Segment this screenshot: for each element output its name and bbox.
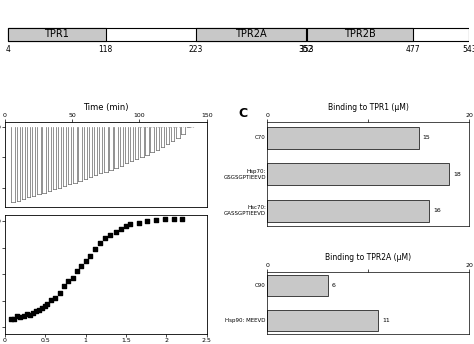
Point: [86, 253, 93, 258]
Point: [82, 258, 89, 263]
Text: TPR2A: TPR2A: [235, 30, 266, 40]
Point: [135, 220, 143, 226]
Point: [144, 218, 151, 224]
Text: 4: 4: [6, 45, 10, 54]
Text: C: C: [239, 107, 248, 120]
Point: [112, 229, 119, 235]
Point: [170, 216, 177, 222]
Point: [101, 236, 109, 241]
Point: [64, 278, 72, 283]
Bar: [8, 28, 469, 41]
Point: [117, 226, 125, 232]
Point: [179, 216, 186, 222]
Point: [96, 240, 104, 246]
Bar: [195, 28, 306, 41]
Text: TPR1: TPR1: [45, 30, 69, 40]
Point: [161, 216, 169, 222]
Point: [77, 264, 85, 269]
Point: [73, 268, 81, 273]
Point: [29, 310, 36, 316]
Text: 11: 11: [383, 318, 390, 323]
Text: 118: 118: [99, 45, 113, 54]
Point: [153, 217, 160, 223]
Text: 15: 15: [423, 135, 430, 140]
Text: TPR2B: TPR2B: [344, 30, 375, 40]
Point: [56, 290, 64, 295]
Point: [91, 247, 99, 252]
Point: [17, 315, 24, 320]
Point: [122, 224, 130, 229]
X-axis label: Binding to TPR2A (μM): Binding to TPR2A (μM): [325, 253, 411, 262]
Point: [23, 311, 30, 317]
Point: [32, 308, 40, 314]
Text: 16: 16: [433, 208, 441, 213]
Point: [52, 295, 59, 301]
X-axis label: Binding to TPR1 (μM): Binding to TPR1 (μM): [328, 103, 409, 112]
Point: [47, 298, 55, 303]
Point: [20, 313, 27, 319]
Text: 352: 352: [299, 45, 313, 54]
Text: 223: 223: [188, 45, 203, 54]
Point: [43, 302, 51, 307]
Point: [126, 222, 134, 227]
Text: 477: 477: [405, 45, 420, 54]
Text: 18: 18: [453, 172, 461, 177]
Point: [10, 316, 18, 322]
Text: 353: 353: [300, 45, 314, 54]
Point: [107, 232, 114, 238]
Bar: [267, 310, 378, 331]
Point: [8, 316, 15, 322]
Point: [69, 275, 76, 281]
Point: [38, 306, 46, 311]
Bar: [267, 275, 328, 296]
Bar: [267, 127, 419, 149]
Bar: [267, 163, 449, 185]
Text: 6: 6: [332, 283, 336, 288]
Point: [26, 312, 34, 318]
Point: [35, 307, 43, 312]
Bar: [8, 28, 106, 41]
Bar: [307, 28, 413, 41]
X-axis label: Time (min): Time (min): [83, 103, 128, 112]
Point: [60, 284, 68, 289]
Bar: [267, 200, 429, 222]
Text: 543: 543: [462, 45, 474, 54]
Point: [41, 303, 49, 308]
Point: [14, 313, 21, 319]
